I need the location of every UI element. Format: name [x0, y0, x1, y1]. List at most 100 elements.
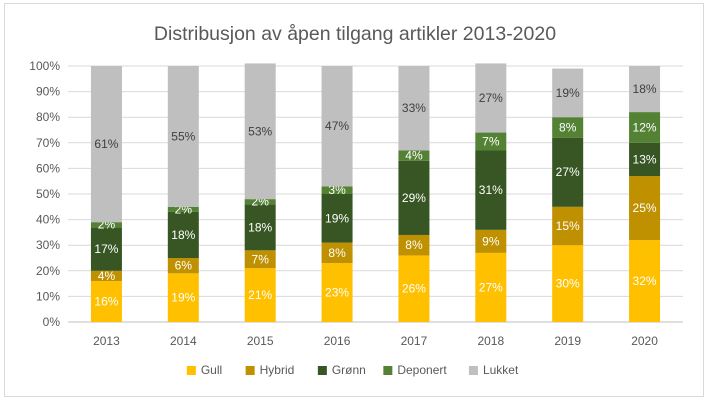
bar-segment — [552, 117, 584, 138]
data-label: 7% — [482, 135, 500, 149]
bar-segment — [321, 242, 353, 264]
bar-segment — [398, 66, 430, 151]
data-label: 9% — [482, 234, 500, 248]
bar-segment — [321, 66, 353, 187]
data-label: 27% — [479, 91, 503, 105]
bar-segment — [90, 222, 122, 228]
data-label: 3% — [328, 183, 346, 197]
bar-segment — [398, 255, 430, 322]
data-label: 6% — [175, 259, 193, 273]
bar-segment — [552, 206, 584, 246]
y-tick-label: 90% — [36, 85, 60, 99]
y-tick-label: 40% — [36, 213, 60, 227]
bar-segment — [90, 281, 122, 322]
bar-segment — [244, 250, 276, 269]
bar-segment — [321, 263, 353, 322]
data-label: 19% — [556, 86, 580, 100]
data-label: 26% — [402, 282, 426, 296]
data-label: 8% — [328, 246, 346, 260]
data-label: 13% — [633, 152, 657, 166]
bar-segment — [552, 68, 584, 118]
data-label: 4% — [405, 149, 423, 163]
bar-segment — [475, 132, 507, 151]
legend-swatch — [245, 366, 255, 375]
bar-segment — [398, 150, 430, 161]
data-label: 8% — [405, 238, 423, 252]
bar-segment — [244, 63, 276, 200]
x-tick-label: 2013 — [93, 334, 120, 348]
bar-segment — [475, 63, 507, 133]
data-label: 31% — [479, 183, 503, 197]
x-tick-label: 2018 — [477, 334, 504, 348]
data-label: 29% — [402, 191, 426, 205]
legend-swatch — [186, 366, 196, 375]
data-label: 4% — [98, 269, 116, 283]
data-label: 17% — [94, 242, 118, 256]
bar-segment — [629, 66, 661, 113]
data-label: 19% — [325, 211, 349, 225]
data-label: 47% — [325, 119, 349, 133]
data-label: 19% — [171, 291, 195, 305]
chart-title: Distribusjon av åpen tilgang artikler 20… — [154, 23, 556, 45]
data-label: 23% — [325, 286, 349, 300]
bar-segment — [167, 273, 199, 322]
chart-frame: Distribusjon av åpen tilgang artikler 20… — [4, 3, 704, 397]
data-label: 33% — [402, 101, 426, 115]
data-label: 12% — [633, 120, 657, 134]
x-tick-label: 2015 — [247, 334, 274, 348]
data-label: 18% — [248, 220, 272, 234]
bar-segment — [244, 268, 276, 322]
data-label: 7% — [252, 252, 270, 266]
x-tick-label: 2014 — [170, 334, 197, 348]
legend-label: Deponert — [397, 363, 447, 377]
data-label: 18% — [633, 82, 657, 96]
x-axis-ticks: 2013 2014 2015 2016 2017 2018 2019 2020 — [93, 334, 658, 348]
bar-segment — [167, 258, 199, 274]
bar-segment — [552, 245, 584, 322]
legend-swatch — [468, 366, 478, 375]
bar-segment — [475, 229, 507, 253]
data-label: 25% — [633, 201, 657, 215]
bar-segment — [629, 112, 661, 143]
y-axis-ticks: 0% 10% 20% 30% 40% 50% 60% 70% 80% 90% 100% — [29, 59, 60, 329]
y-tick-label: 60% — [36, 161, 60, 175]
data-label: 21% — [248, 288, 272, 302]
y-tick-label: 0% — [43, 315, 61, 329]
data-label: 15% — [556, 219, 580, 233]
legend-label: Gull — [201, 363, 222, 377]
x-tick-label: 2017 — [401, 334, 428, 348]
y-tick-label: 10% — [36, 289, 60, 303]
legend-label: Lukket — [483, 363, 519, 377]
data-label: 30% — [556, 277, 580, 291]
data-label: 32% — [633, 274, 657, 288]
legend: Gull Hybrid Grønn Deponert Lukket — [186, 363, 519, 377]
bar-segment — [167, 211, 199, 258]
bar-segment — [90, 66, 122, 223]
y-tick-label: 20% — [36, 264, 60, 278]
bar-segment — [629, 142, 661, 177]
y-tick-label: 70% — [36, 136, 60, 150]
bar-segment — [398, 160, 430, 235]
y-tick-label: 80% — [36, 110, 60, 124]
data-label: 8% — [559, 120, 577, 134]
y-tick-label: 100% — [29, 59, 60, 73]
bar-segment — [244, 204, 276, 251]
data-label: 53% — [248, 124, 272, 138]
data-label: 27% — [556, 165, 580, 179]
bar-segment — [321, 194, 353, 243]
bar-segment — [167, 206, 199, 212]
chart: Distribusjon av åpen tilgang artikler 20… — [29, 23, 683, 377]
bar-segment — [475, 252, 507, 322]
bar-segment — [475, 150, 507, 230]
bar-segment — [629, 240, 661, 322]
data-label: 27% — [479, 280, 503, 294]
bar-segment — [244, 199, 276, 205]
data-label: 16% — [94, 295, 118, 309]
y-tick-label: 50% — [36, 187, 60, 201]
x-tick-label: 2016 — [324, 334, 351, 348]
data-label: 61% — [94, 137, 118, 151]
bar-segment — [321, 186, 353, 194]
x-tick-label: 2019 — [554, 334, 581, 348]
y-tick-label: 30% — [36, 238, 60, 252]
legend-label: Hybrid — [260, 363, 295, 377]
